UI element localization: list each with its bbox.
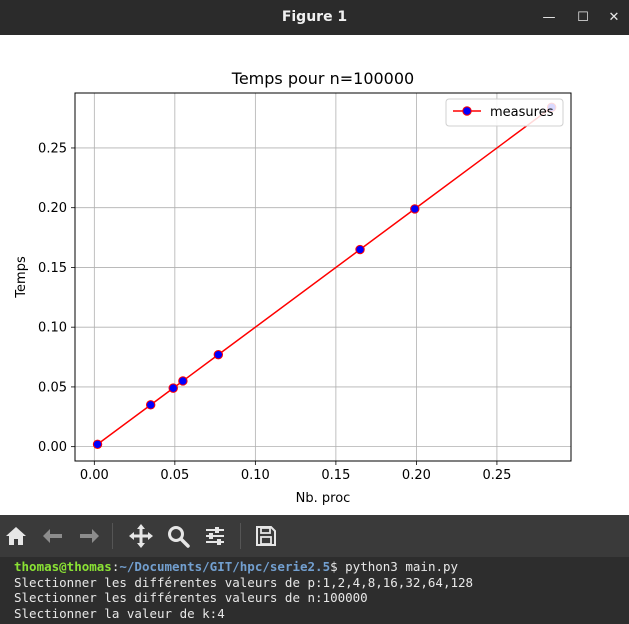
forward-icon (80, 529, 99, 543)
y-axis-label: Temps (14, 256, 29, 299)
y-tick-label: 0.20 (38, 201, 67, 216)
terminal-output[interactable]: thomas@thomas:~/Documents/GIT/hpc/serie2… (0, 557, 629, 624)
terminal-output-line: Slectionner les différentes valeurs de n… (14, 590, 368, 605)
home-button[interactable] (0, 520, 32, 552)
data-point (178, 376, 188, 386)
configure-subplots-button[interactable] (199, 520, 231, 552)
data-point (410, 204, 420, 214)
forward-button[interactable] (73, 520, 105, 552)
line-chart: 0.00 0.05 0.10 0.15 0.20 0.25 0.00 0.05 0.10 0.15… (14, 69, 572, 506)
terminal-prompt-suffix: $ (330, 559, 346, 574)
pan-button[interactable] (125, 520, 157, 552)
back-icon (43, 529, 62, 543)
toolbar-separator (240, 523, 241, 549)
terminal-output-line: Slectionner les différentes valeurs de p… (14, 574, 474, 590)
axis-ticks: 0.00 0.05 0.10 0.15 0.20 0.25 0.00 0.05 0.10 0.15… (38, 141, 511, 483)
toolbar-separator (112, 523, 113, 549)
x-tick-label: 0.25 (482, 468, 511, 483)
axes-frame (74, 92, 572, 462)
data-point (145, 400, 156, 410)
terminal-path: ~/Documents/GIT/hpc/serie2.5 (119, 559, 331, 574)
data-point (213, 349, 224, 360)
grid (75, 93, 571, 461)
y-tick-label: 0.15 (38, 261, 67, 276)
save-icon (256, 526, 276, 546)
figure-canvas[interactable]: 0.00 0.05 0.10 0.15 0.20 0.25 0.00 0.05 0.10 0.15… (0, 35, 629, 515)
maximize-button[interactable]: ☐ (577, 10, 589, 25)
window-titlebar: Figure 1 — ☐ ✕ (0, 0, 629, 35)
legend-label: measures (490, 105, 554, 120)
y-tick-label: 0.10 (38, 321, 67, 336)
terminal-command: python3 main.py (345, 559, 459, 574)
x-axis-label: Nb. proc (296, 491, 351, 506)
x-tick-label: 0.20 (402, 468, 431, 483)
window-title: Figure 1 (281, 9, 348, 25)
legend: measures (445, 98, 564, 127)
y-tick-label: 0.00 (38, 440, 67, 455)
y-tick-label: 0.05 (38, 380, 67, 395)
series-line (97, 106, 553, 445)
zoom-icon (168, 526, 190, 548)
home-icon (6, 527, 26, 545)
data-point (168, 383, 178, 393)
data-point (355, 244, 365, 255)
matplotlib-toolbar (0, 515, 629, 557)
pan-icon (129, 524, 153, 548)
configure-subplots-icon (206, 527, 224, 545)
x-tick-label: 0.05 (160, 468, 189, 483)
terminal-output-line: Slectionner la valeur de k:4 (14, 605, 225, 621)
back-button[interactable] (37, 520, 69, 552)
close-button[interactable]: ✕ (608, 10, 620, 25)
chart-title: Temps pour n=100000 (231, 69, 414, 88)
legend-box (445, 98, 564, 127)
x-tick-label: 0.15 (321, 468, 350, 483)
legend-marker-swatch (462, 106, 472, 116)
save-button[interactable] (250, 520, 282, 552)
x-tick-label: 0.10 (241, 468, 270, 483)
minimize-button[interactable]: — (542, 10, 556, 25)
terminal-user-host: thomas@thomas (14, 559, 112, 574)
terminal-colon: : (111, 559, 120, 574)
x-tick-label: 0.00 (80, 468, 109, 483)
y-tick-label: 0.25 (38, 141, 67, 156)
zoom-button[interactable] (162, 520, 194, 552)
data-point (92, 439, 103, 449)
terminal-prompt-line: thomas@thomas:~/Documents/GIT/hpc/serie2… (14, 559, 629, 575)
series-layer (92, 102, 557, 449)
